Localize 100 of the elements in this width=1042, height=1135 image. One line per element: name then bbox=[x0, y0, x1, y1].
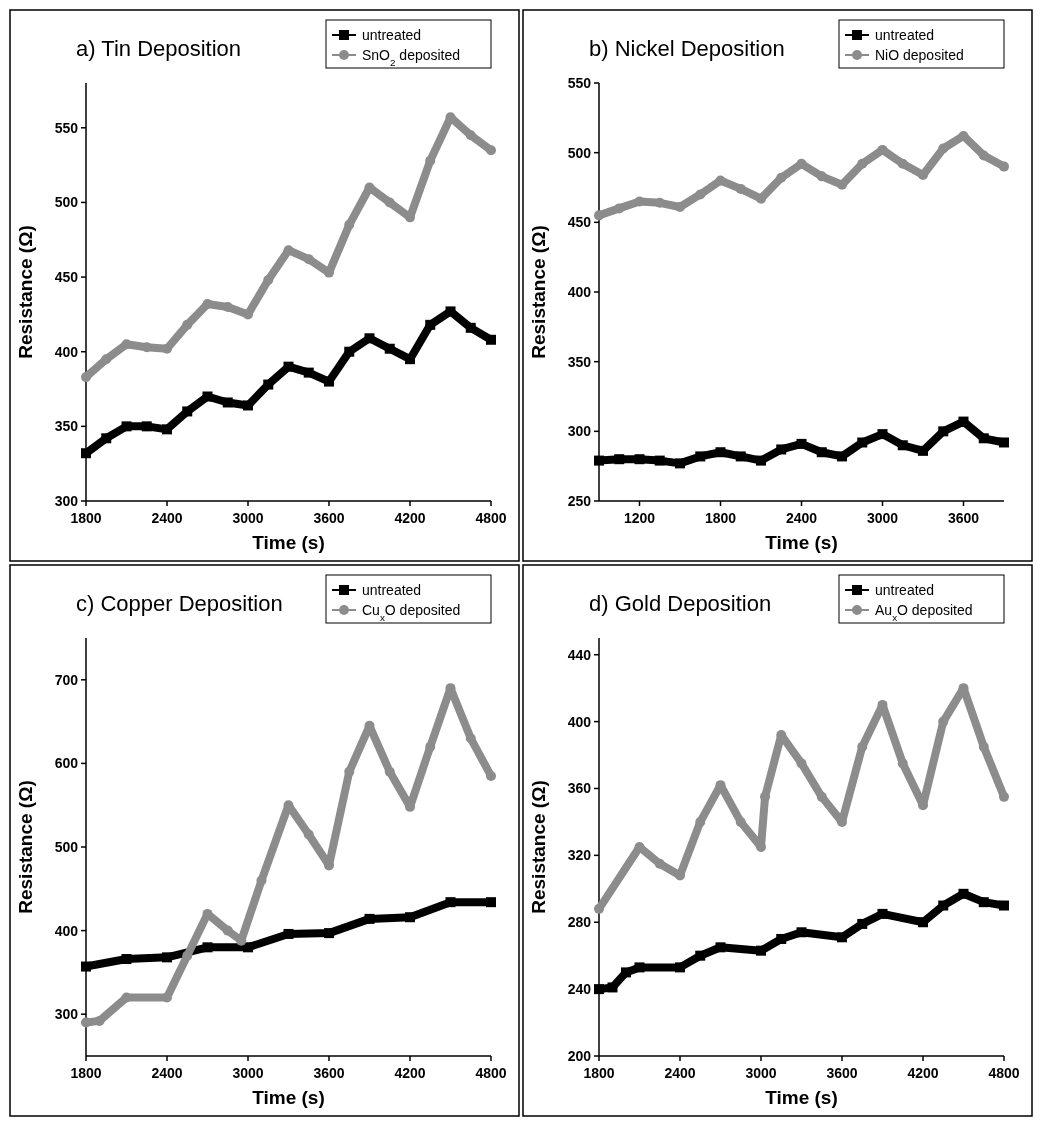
point bbox=[938, 900, 949, 911]
point bbox=[162, 424, 172, 435]
y-tick-label: 700 bbox=[54, 671, 79, 688]
point bbox=[607, 982, 618, 993]
legend-label: untreated bbox=[875, 581, 935, 598]
point bbox=[857, 741, 868, 752]
x-tick-label: 2400 bbox=[664, 1065, 696, 1081]
point bbox=[857, 918, 868, 929]
point bbox=[675, 458, 685, 469]
point bbox=[918, 917, 928, 928]
y-tick-label: 360 bbox=[567, 780, 592, 797]
point bbox=[222, 925, 233, 936]
point bbox=[324, 376, 334, 387]
y-tick-label: 300 bbox=[54, 1006, 79, 1023]
point bbox=[594, 903, 604, 914]
point bbox=[445, 306, 456, 317]
point bbox=[735, 183, 746, 194]
point bbox=[344, 766, 355, 777]
y-tick-label: 300 bbox=[54, 492, 79, 509]
legend-label: Au$_{x}$O deposited bbox=[875, 601, 973, 623]
point bbox=[445, 897, 456, 908]
point bbox=[81, 1017, 91, 1028]
x-tick-label: 1800 bbox=[70, 1065, 102, 1081]
x-tick-label: 1800 bbox=[704, 510, 737, 526]
point bbox=[796, 158, 807, 169]
point bbox=[594, 984, 604, 995]
y-tick-label: 200 bbox=[567, 1047, 592, 1064]
point bbox=[695, 816, 706, 827]
point bbox=[816, 791, 827, 802]
y-tick-label: 400 bbox=[567, 283, 592, 300]
x-tick-label: 4800 bbox=[988, 1065, 1020, 1081]
point bbox=[405, 912, 415, 923]
point bbox=[715, 175, 726, 186]
point bbox=[263, 275, 274, 286]
point bbox=[897, 440, 908, 451]
point bbox=[182, 319, 193, 330]
x-tick-label: 4800 bbox=[475, 510, 507, 526]
y-tick-label: 400 bbox=[567, 713, 592, 730]
point bbox=[695, 189, 706, 200]
point bbox=[978, 150, 989, 161]
x-tick-label: 1800 bbox=[70, 510, 102, 526]
point bbox=[425, 319, 436, 330]
point bbox=[999, 900, 1009, 911]
point bbox=[897, 758, 908, 769]
chart-title: c) Copper Deposition bbox=[76, 591, 283, 616]
legend-label: SnO$_{2}$ deposited bbox=[362, 46, 461, 68]
y-tick-label: 320 bbox=[567, 847, 592, 864]
point bbox=[486, 897, 496, 908]
legend-label: NiO deposited bbox=[875, 46, 964, 63]
point bbox=[978, 433, 989, 444]
point bbox=[384, 343, 395, 354]
x-tick-label: 3600 bbox=[826, 1065, 858, 1081]
y-axis-title: Resistance (Ω) bbox=[15, 225, 36, 359]
point bbox=[384, 197, 395, 208]
point bbox=[283, 361, 294, 372]
point bbox=[695, 950, 706, 961]
point bbox=[675, 202, 685, 213]
legend-label: untreated bbox=[362, 581, 422, 598]
point bbox=[938, 426, 949, 437]
point bbox=[715, 942, 726, 953]
point bbox=[978, 897, 989, 908]
x-axis-title: Time (s) bbox=[765, 1087, 838, 1108]
x-axis-title: Time (s) bbox=[252, 1087, 325, 1108]
point bbox=[465, 733, 476, 744]
point bbox=[425, 741, 436, 752]
point bbox=[263, 379, 274, 390]
point bbox=[303, 254, 314, 265]
point bbox=[654, 858, 665, 869]
y-tick-label: 250 bbox=[567, 492, 592, 509]
point bbox=[857, 437, 868, 448]
point bbox=[121, 421, 132, 432]
point bbox=[999, 437, 1009, 448]
y-axis-title: Resistance (Ω) bbox=[528, 225, 549, 359]
point bbox=[101, 354, 112, 365]
point bbox=[837, 451, 847, 462]
point bbox=[675, 962, 685, 973]
point bbox=[344, 346, 355, 357]
point bbox=[796, 927, 807, 938]
y-tick-label: 240 bbox=[567, 981, 592, 998]
point bbox=[384, 766, 395, 777]
point bbox=[877, 429, 888, 440]
y-tick-label: 450 bbox=[567, 214, 592, 231]
y-tick-label: 600 bbox=[54, 755, 79, 772]
point bbox=[594, 210, 604, 221]
point bbox=[958, 888, 969, 899]
point bbox=[594, 455, 604, 466]
point bbox=[614, 203, 625, 214]
point bbox=[162, 343, 172, 354]
point bbox=[425, 155, 436, 166]
point bbox=[303, 367, 314, 378]
point bbox=[695, 451, 706, 462]
point bbox=[877, 908, 888, 919]
x-tick-label: 4200 bbox=[907, 1065, 939, 1081]
x-tick-label: 3600 bbox=[313, 1065, 345, 1081]
x-axis-title: Time (s) bbox=[252, 532, 325, 553]
point bbox=[816, 447, 827, 458]
point bbox=[634, 962, 645, 973]
point bbox=[621, 967, 631, 978]
y-tick-label: 280 bbox=[567, 914, 592, 931]
point bbox=[162, 992, 172, 1003]
